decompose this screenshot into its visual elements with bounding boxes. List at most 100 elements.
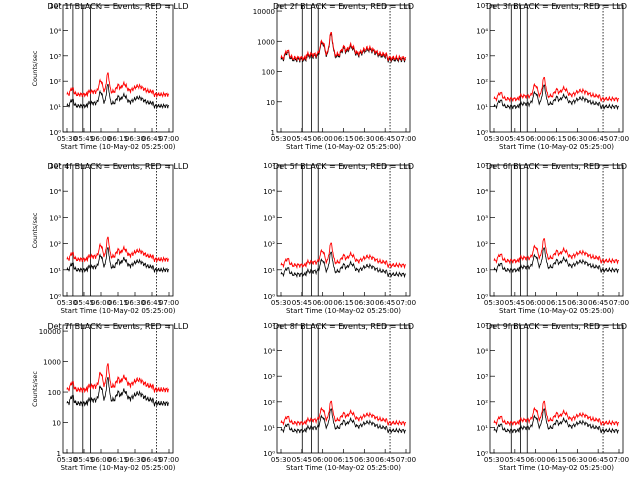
panel-1: Det 1f BLACK = Events, RED = LLD05:3005:… bbox=[31, 2, 189, 151]
y-tick-label: 10⁵ bbox=[476, 322, 488, 330]
x-tick-label: 07:00 bbox=[396, 299, 416, 307]
panel-4: Det 4f BLACK = Events, RED = LLD05:3005:… bbox=[31, 162, 189, 315]
x-axis-label: Start Time (10-May-02 05:25:00) bbox=[286, 143, 401, 151]
lld-series-line bbox=[67, 364, 169, 393]
detector-figure: Det 1f BLACK = Events, RED = LLD 05:30 05:… bbox=[0, 0, 640, 480]
x-axis-label: Start Time (10-May-02 05:25:00) bbox=[286, 464, 401, 472]
y-tick-label: 10² bbox=[476, 78, 488, 86]
x-tick-label: 06:15 bbox=[333, 299, 353, 307]
x-tick-label: 07:00 bbox=[159, 299, 179, 307]
x-axis-label: Start Time (10-May-02 05:25:00) bbox=[60, 307, 175, 315]
y-tick-label: 10² bbox=[263, 399, 275, 407]
x-tick-label: 06:15 bbox=[333, 135, 353, 143]
y-tick-label: 10² bbox=[49, 241, 61, 249]
x-tick-label: 06:30 bbox=[354, 299, 374, 307]
x-tick-label: 06:30 bbox=[354, 456, 374, 464]
y-tick-label: 10⁵ bbox=[263, 162, 275, 170]
y-tick-label: 10¹ bbox=[263, 424, 275, 432]
lld-series-line bbox=[281, 32, 406, 61]
x-tick-label: 06:45 bbox=[588, 299, 608, 307]
y-tick-label: 10⁰ bbox=[263, 450, 275, 458]
y-tick-label: 10³ bbox=[476, 214, 488, 222]
y-tick-label: 10⁰ bbox=[476, 450, 488, 458]
y-tick-label: 10⁵ bbox=[49, 162, 61, 170]
y-tick-label: 10³ bbox=[49, 214, 61, 222]
x-axis-label: Start Time (10-May-02 05:25:00) bbox=[499, 143, 614, 151]
x-axis-label: Start Time (10-May-02 05:25:00) bbox=[499, 307, 614, 315]
y-tick-label: 100 bbox=[48, 389, 61, 397]
x-tick-label: 07:00 bbox=[609, 135, 629, 143]
panel-7: Det 7f BLACK = Events, RED = LLD05:3005:… bbox=[31, 322, 189, 472]
y-tick-label: 1 bbox=[57, 450, 61, 458]
x-tick-label: 06:00 bbox=[526, 299, 546, 307]
x-axis-label: Start Time (10-May-02 05:25:00) bbox=[60, 143, 175, 151]
y-tick-label: 10⁵ bbox=[49, 2, 61, 10]
y-tick-label: 100 bbox=[262, 69, 275, 77]
x-tick-label: 06:45 bbox=[588, 456, 608, 464]
y-tick-label: 10⁰ bbox=[49, 293, 61, 301]
x-tick-label: 06:15 bbox=[546, 135, 566, 143]
y-tick-label: 10⁴ bbox=[49, 188, 61, 196]
lld-series-line bbox=[494, 401, 619, 425]
y-tick-label: 10⁵ bbox=[476, 2, 488, 10]
y-tick-label: 10¹ bbox=[476, 267, 488, 275]
y-tick-label: 10³ bbox=[476, 373, 488, 381]
y-tick-label: 10¹ bbox=[49, 267, 61, 275]
y-tick-label: 10⁴ bbox=[476, 348, 488, 356]
y-tick-label: 10⁰ bbox=[476, 129, 488, 137]
y-axis-label: Counts/sec bbox=[31, 371, 39, 407]
x-axis-label: Start Time (10-May-02 05:25:00) bbox=[499, 464, 614, 472]
x-tick-label: 07:00 bbox=[609, 456, 629, 464]
y-tick-label: 1000 bbox=[257, 38, 275, 46]
x-tick-label: 07:00 bbox=[396, 135, 416, 143]
x-tick-label: 06:00 bbox=[526, 456, 546, 464]
lld-series-line bbox=[494, 77, 619, 101]
y-tick-label: 1 bbox=[271, 129, 275, 137]
y-axis-label: Counts/sec bbox=[31, 212, 39, 248]
x-axis-label: Start Time (10-May-02 05:25:00) bbox=[60, 464, 175, 472]
x-tick-label: 06:15 bbox=[546, 456, 566, 464]
y-tick-label: 10³ bbox=[263, 373, 275, 381]
x-tick-label: 06:15 bbox=[333, 456, 353, 464]
y-tick-label: 10¹ bbox=[263, 267, 275, 275]
y-tick-label: 10⁴ bbox=[476, 188, 488, 196]
x-tick-label: 06:00 bbox=[313, 299, 333, 307]
y-tick-label: 10¹ bbox=[476, 104, 488, 112]
x-tick-label: 06:00 bbox=[526, 135, 546, 143]
panel-6: Det 6f BLACK = Events, RED = LLD05:30 05:… bbox=[476, 162, 629, 315]
y-tick-label: 10⁵ bbox=[476, 162, 488, 170]
y-tick-label: 10² bbox=[476, 241, 488, 249]
lld-series-line bbox=[281, 401, 406, 425]
x-tick-label: 05:45 bbox=[292, 135, 312, 143]
x-tick-label: 06:45 bbox=[375, 456, 395, 464]
x-tick-label: 06:30 bbox=[567, 456, 587, 464]
y-tick-label: 10⁰ bbox=[263, 293, 275, 301]
x-tick-label: 06:15 bbox=[546, 299, 566, 307]
y-tick-label: 10⁰ bbox=[476, 293, 488, 301]
x-tick-label: 05:45 bbox=[505, 456, 525, 464]
y-tick-label: 10³ bbox=[263, 214, 275, 222]
x-tick-label: 07:00 bbox=[159, 456, 179, 464]
x-tick-label: 06:30 bbox=[354, 135, 374, 143]
x-tick-label: 06:30 bbox=[567, 299, 587, 307]
x-tick-label: 06:00 bbox=[313, 135, 333, 143]
figure-svg: Det 1f BLACK = Events, RED = LLD05:3005:… bbox=[0, 0, 640, 480]
y-tick-label: 10³ bbox=[49, 53, 61, 61]
x-tick-label: 05:45 bbox=[292, 456, 312, 464]
x-tick-label: 07:00 bbox=[609, 299, 629, 307]
y-tick-label: 10² bbox=[49, 78, 61, 86]
x-tick-label: 05:45 bbox=[292, 299, 312, 307]
y-tick-label: 10³ bbox=[476, 53, 488, 61]
lld-series-line bbox=[67, 237, 169, 262]
y-tick-label: 10² bbox=[476, 399, 488, 407]
y-tick-label: 10 bbox=[266, 99, 275, 107]
y-tick-label: 10¹ bbox=[49, 104, 61, 112]
y-tick-label: 10⁴ bbox=[476, 27, 488, 35]
y-tick-label: 10¹ bbox=[476, 424, 488, 432]
y-tick-label: 10000 bbox=[39, 328, 61, 336]
x-tick-label: 06:30 bbox=[567, 135, 587, 143]
